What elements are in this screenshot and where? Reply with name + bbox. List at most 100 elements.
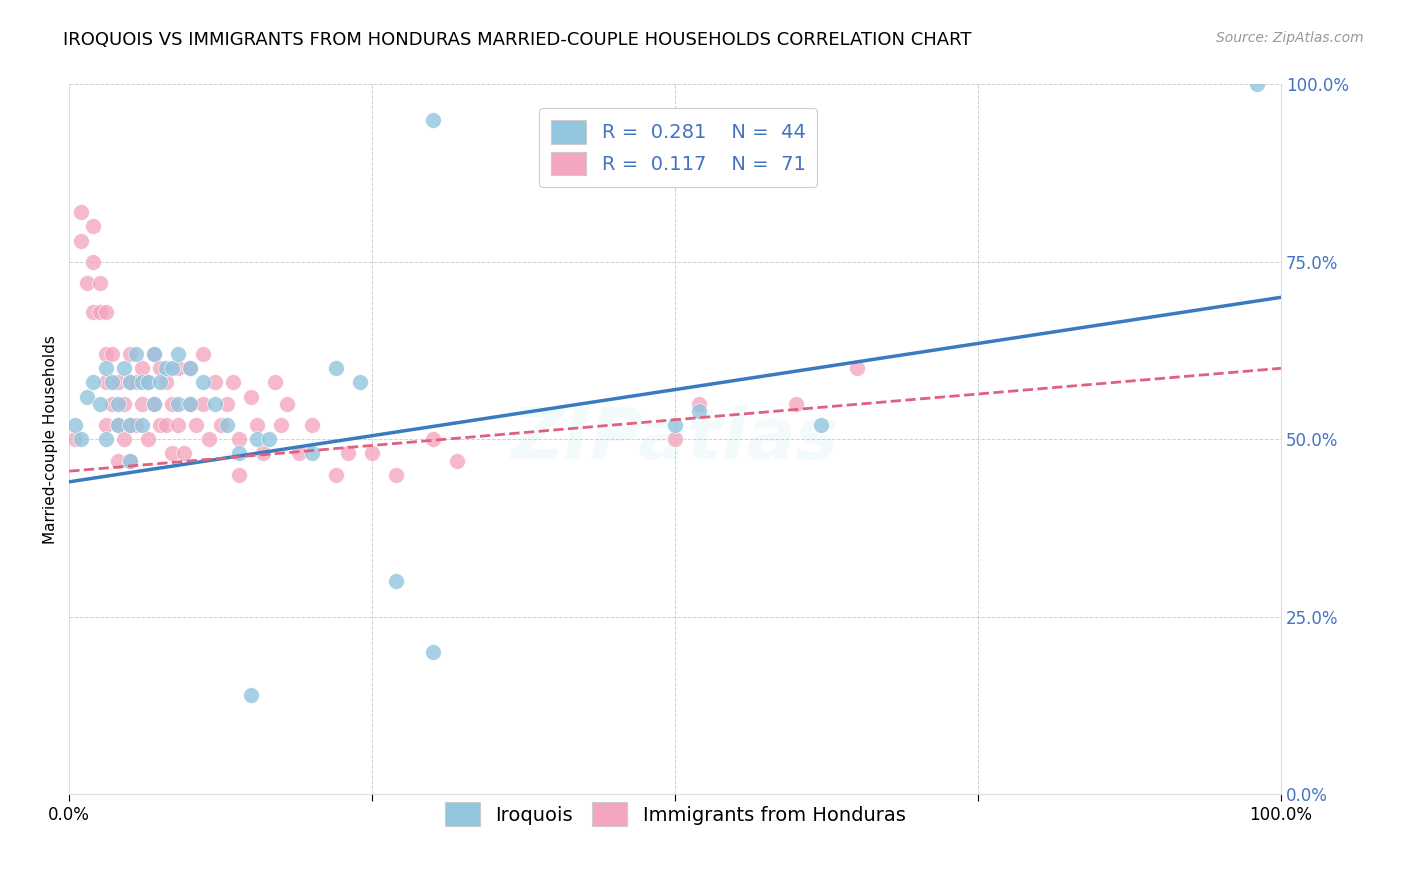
Point — [810, 418, 832, 433]
Point — [1246, 78, 1268, 92]
Point — [131, 418, 153, 433]
Point — [246, 418, 269, 433]
Point — [118, 418, 141, 433]
Point — [422, 432, 444, 446]
Point — [179, 397, 201, 411]
Point — [664, 418, 686, 433]
Point — [228, 446, 250, 460]
Point — [89, 276, 111, 290]
Point — [179, 397, 201, 411]
Point — [89, 304, 111, 318]
Point — [82, 255, 104, 269]
Point — [246, 432, 269, 446]
Point — [155, 418, 177, 433]
Point — [167, 418, 190, 433]
Point — [209, 418, 232, 433]
Point — [136, 432, 159, 446]
Point — [143, 347, 166, 361]
Point — [131, 397, 153, 411]
Point — [191, 376, 214, 390]
Point — [167, 347, 190, 361]
Point — [143, 347, 166, 361]
Point — [845, 361, 868, 376]
Point — [76, 276, 98, 290]
Text: Source: ZipAtlas.com: Source: ZipAtlas.com — [1216, 31, 1364, 45]
Point — [94, 376, 117, 390]
Point — [325, 467, 347, 482]
Point — [204, 397, 226, 411]
Point — [228, 467, 250, 482]
Point — [82, 304, 104, 318]
Text: IROQUOIS VS IMMIGRANTS FROM HONDURAS MARRIED-COUPLE HOUSEHOLDS CORRELATION CHART: IROQUOIS VS IMMIGRANTS FROM HONDURAS MAR… — [63, 31, 972, 49]
Point — [94, 361, 117, 376]
Point — [143, 397, 166, 411]
Point — [118, 453, 141, 467]
Point — [76, 390, 98, 404]
Point — [446, 453, 468, 467]
Point — [167, 361, 190, 376]
Point — [94, 347, 117, 361]
Point — [131, 376, 153, 390]
Point — [107, 418, 129, 433]
Point — [100, 397, 122, 411]
Point — [422, 112, 444, 127]
Point — [361, 446, 384, 460]
Point — [385, 467, 408, 482]
Point — [118, 376, 141, 390]
Point — [325, 361, 347, 376]
Point — [149, 361, 172, 376]
Point — [664, 432, 686, 446]
Point — [125, 376, 148, 390]
Y-axis label: Married-couple Households: Married-couple Households — [44, 334, 58, 544]
Point — [100, 347, 122, 361]
Point — [82, 376, 104, 390]
Point — [222, 376, 245, 390]
Point — [257, 432, 280, 446]
Point — [422, 645, 444, 659]
Point — [131, 361, 153, 376]
Point — [167, 397, 190, 411]
Point — [160, 446, 183, 460]
Point — [94, 432, 117, 446]
Point — [112, 397, 135, 411]
Point — [179, 361, 201, 376]
Point — [179, 361, 201, 376]
Point — [125, 418, 148, 433]
Point — [215, 397, 238, 411]
Point — [336, 446, 359, 460]
Point — [215, 418, 238, 433]
Point — [149, 418, 172, 433]
Point — [197, 432, 219, 446]
Text: ZIPatlas: ZIPatlas — [512, 405, 839, 474]
Point — [65, 432, 87, 446]
Point — [118, 418, 141, 433]
Point — [136, 376, 159, 390]
Point — [204, 376, 226, 390]
Point — [107, 376, 129, 390]
Point — [270, 418, 292, 433]
Point — [70, 205, 93, 219]
Point — [160, 361, 183, 376]
Point — [107, 453, 129, 467]
Point — [228, 432, 250, 446]
Point — [100, 376, 122, 390]
Point — [155, 376, 177, 390]
Point — [118, 376, 141, 390]
Point — [688, 404, 710, 418]
Point — [385, 574, 408, 589]
Point — [252, 446, 274, 460]
Point — [191, 347, 214, 361]
Point — [70, 432, 93, 446]
Point — [276, 397, 298, 411]
Point — [785, 397, 807, 411]
Point — [288, 446, 311, 460]
Point — [89, 397, 111, 411]
Point — [136, 376, 159, 390]
Point — [65, 418, 87, 433]
Point — [191, 397, 214, 411]
Point — [149, 376, 172, 390]
Point — [118, 453, 141, 467]
Point — [107, 418, 129, 433]
Point — [301, 418, 323, 433]
Point — [70, 234, 93, 248]
